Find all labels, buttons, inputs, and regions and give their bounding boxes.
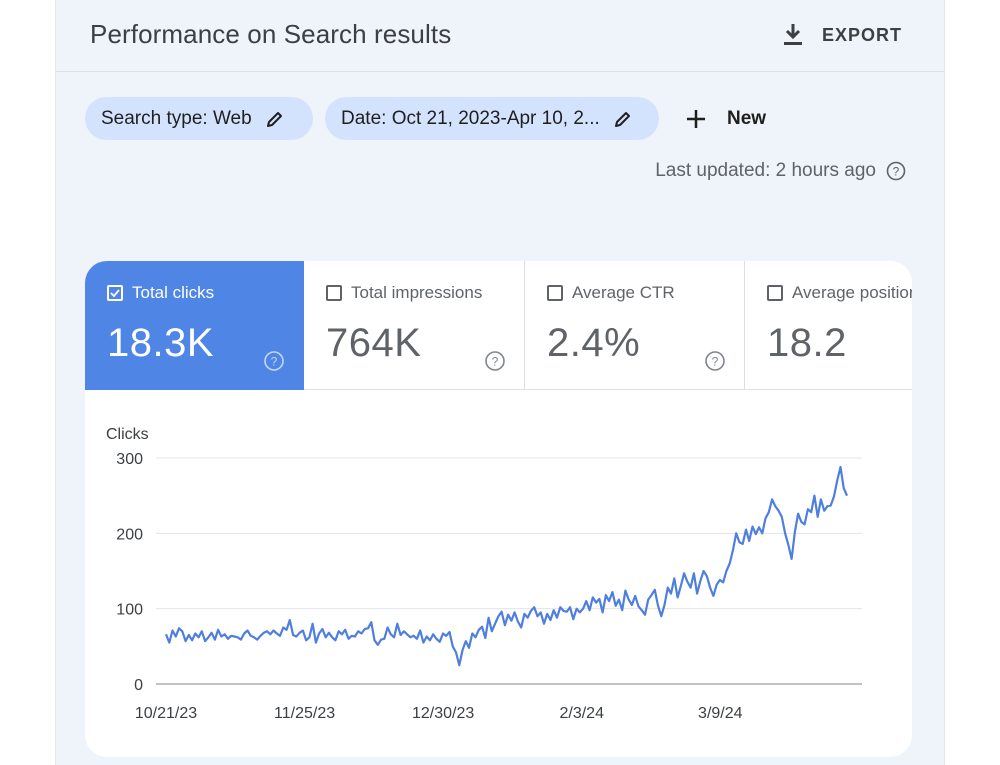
checkbox-checked-icon[interactable] (107, 285, 123, 301)
metric-label: Average CTR (572, 283, 675, 302)
checkbox-unchecked-icon[interactable] (326, 285, 342, 301)
metric-total-clicks[interactable]: Total clicks 18.3K ? (85, 261, 304, 390)
page-header: Performance on Search results EXPORT (56, 0, 944, 72)
y-tick-label: 0 (134, 677, 143, 694)
new-filter-label: New (727, 107, 767, 129)
search-type-filter-chip[interactable]: Search type: Web (85, 97, 313, 140)
help-icon[interactable]: ? (263, 350, 285, 372)
performance-panel: Performance on Search results EXPORT Sea… (55, 0, 945, 765)
date-filter-chip[interactable]: Date: Oct 21, 2023-Apr 10, 2... (325, 97, 659, 140)
x-tick-label: 10/21/23 (135, 705, 197, 722)
performance-card: Total clicks 18.3K ? Total impressions 7… (85, 261, 912, 757)
clicks-line-chart: Clicks 0 100 200 300 10/21/23 11/25/23 12/30/23… (106, 426, 862, 722)
metric-value: 18.2 (767, 321, 847, 365)
metric-value: 18.3K (107, 321, 215, 365)
svg-text:?: ? (492, 355, 499, 369)
svg-text:?: ? (893, 165, 900, 179)
y-axis-title: Clicks (106, 426, 149, 443)
y-tick-label: 200 (116, 526, 143, 543)
last-updated-status: Last updated: 2 hours ago ? (655, 160, 906, 182)
help-icon[interactable]: ? (484, 350, 506, 372)
plus-icon (687, 109, 705, 128)
svg-text:?: ? (712, 355, 719, 369)
x-tick-label: 12/30/23 (412, 705, 474, 722)
export-button[interactable]: EXPORT (782, 22, 902, 48)
x-tick-label: 3/9/24 (698, 705, 743, 722)
last-updated-text: Last updated: 2 hours ago (655, 160, 876, 181)
metric-average-ctr[interactable]: Average CTR 2.4% ? (525, 261, 745, 390)
help-icon[interactable]: ? (886, 161, 906, 181)
new-filter-button[interactable]: New (685, 97, 766, 140)
svg-text:?: ? (271, 355, 278, 369)
download-icon (783, 24, 802, 45)
checkbox-unchecked-icon[interactable] (767, 285, 783, 301)
y-tick-label: 100 (116, 602, 143, 619)
metric-average-position[interactable]: Average position 18.2 (745, 261, 912, 390)
help-icon[interactable]: ? (704, 350, 726, 372)
checkbox-unchecked-icon[interactable] (547, 285, 563, 301)
metric-value: 2.4% (547, 321, 641, 365)
edit-pencil-icon (266, 111, 282, 127)
metric-label: Average position (792, 283, 912, 302)
x-tick-label: 2/3/24 (559, 705, 604, 722)
metric-value: 764K (326, 321, 422, 365)
metric-label: Total impressions (351, 283, 483, 302)
page-title: Performance on Search results (90, 19, 452, 49)
search-type-label: Search type: Web (101, 107, 252, 129)
export-label: EXPORT (821, 24, 902, 45)
x-tick-label: 11/25/23 (274, 705, 335, 722)
edit-pencil-icon (614, 111, 630, 127)
y-tick-label: 300 (116, 451, 143, 468)
metric-label: Total clicks (132, 283, 215, 302)
clicks-series-line (164, 465, 849, 667)
metric-total-impressions[interactable]: Total impressions 764K ? (304, 261, 525, 390)
date-filter-label: Date: Oct 21, 2023-Apr 10, 2... (341, 107, 600, 129)
